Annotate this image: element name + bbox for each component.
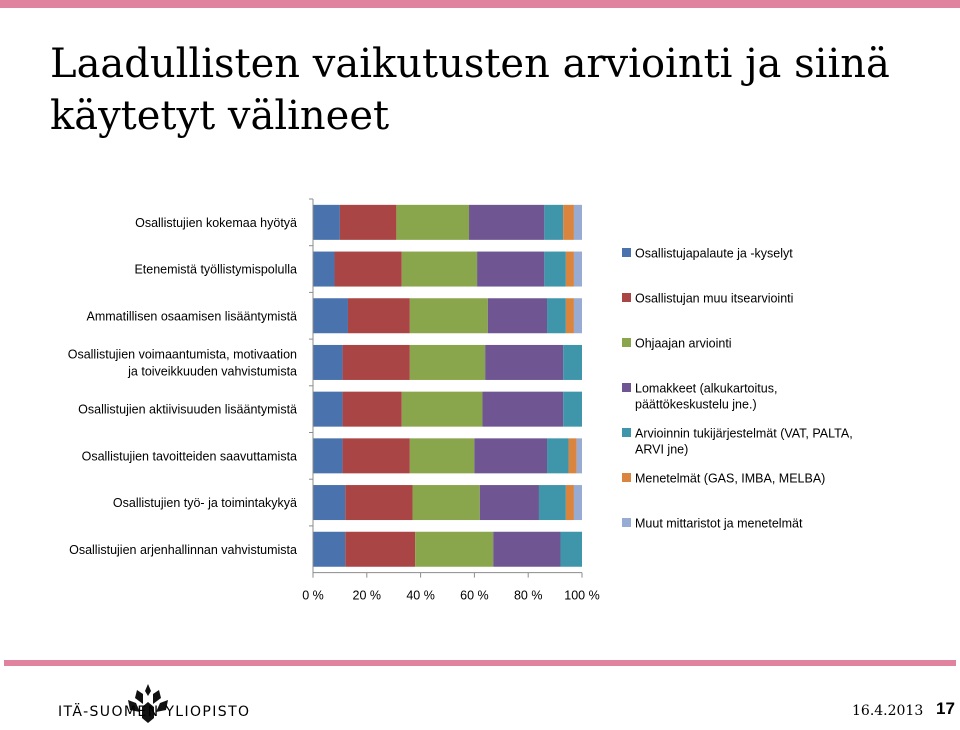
bar-segment-c2-s0 [313, 298, 348, 334]
bar-segment-c1-s3 [477, 251, 545, 287]
bar-segment-c6-s5 [565, 485, 574, 521]
bar-segment-c4-s3 [482, 391, 564, 427]
legend-swatch-4 [622, 428, 631, 437]
bar-segment-c3-s1 [342, 344, 410, 380]
bar-segment-c4-s1 [342, 391, 402, 427]
bar-segment-c0-s1 [339, 204, 397, 240]
legend-swatch-2 [622, 338, 631, 347]
legend-label-3: Lomakkeet (alkukartoitus, päättökeskustel… [635, 382, 777, 412]
x-tick-label-2: 40 % [406, 589, 435, 603]
bar-segment-c4-s0 [313, 391, 343, 427]
bar-segment-c5-s3 [474, 438, 548, 474]
legend-swatch-6 [622, 518, 631, 527]
legend-swatch-0 [622, 248, 631, 257]
page-number: 17 [936, 699, 955, 718]
bar-segment-c2-s1 [347, 298, 410, 334]
x-axis: 0 % 20 % 40 % 60 % 80 % 100 % [302, 198, 600, 603]
bar-segment-c3-s2 [409, 344, 486, 380]
category-label-4: Osallistujien aktiivisuuden lisääntymist… [78, 403, 297, 417]
bar-segment-c2-s2 [409, 298, 488, 334]
bar-segment-c3-s4 [563, 344, 582, 380]
bar-segment-c5-s1 [342, 438, 410, 474]
bar-segment-c1-s5 [565, 251, 574, 287]
slide-title: Laadullisten vaikutusten arviointi ja si… [50, 41, 890, 139]
bar-segment-c1-s1 [334, 251, 402, 287]
bar-segment-c1-s4 [544, 251, 566, 287]
legend-label-1: Osallistujan muu itsearviointi [635, 292, 793, 306]
x-tick-label-3: 60 % [460, 589, 489, 603]
legend: Osallistujapalaute ja -kyselyt Osallistuj… [622, 247, 853, 531]
bar-segment-c5-s5 [568, 438, 577, 474]
category-label-0: Osallistujien kokemaa hyötyä [135, 216, 297, 230]
legend-label-5: Menetelmät (GAS, IMBA, MELBA) [635, 472, 825, 486]
bar-segment-c0-s2 [396, 204, 470, 240]
category-label-5: Osallistujien tavoitteiden saavuttamista [82, 449, 297, 463]
category-label-7: Osallistujien arjenhallinnan vahvistumis… [69, 543, 297, 557]
bar-segment-c6-s0 [313, 485, 346, 521]
top-accent-bar [0, 0, 960, 8]
legend-swatch-5 [622, 473, 631, 482]
bar-segment-c3-s0 [313, 344, 343, 380]
bars-group [313, 204, 582, 567]
bar-segment-c2-s6 [573, 298, 582, 334]
bar-segment-c6-s3 [479, 485, 539, 521]
bar-segment-c3-s3 [485, 344, 564, 380]
bar-segment-c2-s3 [487, 298, 548, 334]
x-tick-label-4: 80 % [514, 589, 543, 603]
category-label-2: Ammatillisen osaamisen lisääntymistä [87, 309, 298, 323]
bar-segment-c4-s4 [563, 391, 582, 427]
bar-segment-c6-s6 [573, 485, 582, 521]
legend-label-2: Ohjaajan arviointi [635, 337, 732, 351]
slide-date: 16.4.2013 [852, 703, 924, 719]
bar-segment-c5-s4 [547, 438, 569, 474]
university-name: ITÄ-SUOMEN YLIOPISTO [58, 704, 251, 720]
university-logo-icon [128, 684, 168, 723]
legend-swatch-3 [622, 383, 631, 392]
category-label-3: Osallistujien voimaantumista, motivaatio… [68, 347, 297, 378]
stacked-bar-chart: Osallistujien kokemaa hyötyä Etenemistä t… [68, 198, 853, 603]
legend-swatch-1 [622, 293, 631, 302]
bar-segment-c1-s2 [401, 251, 478, 287]
bar-segment-c7-s0 [313, 531, 346, 567]
bar-segment-c4-s2 [401, 391, 483, 427]
bar-segment-c0-s0 [313, 204, 340, 240]
bar-segment-c0-s5 [563, 204, 574, 240]
bar-segment-c0-s4 [544, 204, 564, 240]
bar-segment-c5-s2 [409, 438, 475, 474]
bar-segment-c2-s5 [565, 298, 574, 334]
bar-segment-c7-s2 [415, 531, 494, 567]
bar-segment-c6-s2 [412, 485, 480, 521]
legend-label-4: Arvioinnin tukijärjestelmät (VAT, PALTA,… [635, 427, 853, 457]
bar-segment-c1-s0 [313, 251, 335, 287]
category-labels: Osallistujien kokemaa hyötyä Etenemistä t… [68, 216, 297, 557]
bar-segment-c2-s4 [547, 298, 566, 334]
legend-label-0: Osallistujapalaute ja -kyselyt [635, 247, 793, 261]
bar-segment-c5-s0 [313, 438, 343, 474]
category-label-6: Osallistujien työ- ja toimintakykyä [113, 496, 297, 510]
x-tick-label-5: 100 % [564, 589, 599, 603]
bar-segment-c7-s1 [345, 531, 416, 567]
x-tick-label-0: 0 % [302, 589, 324, 603]
bar-segment-c6-s1 [345, 485, 413, 521]
bar-segment-c5-s6 [576, 438, 582, 474]
bar-segment-c0-s6 [573, 204, 582, 240]
bar-segment-c7-s4 [560, 531, 582, 567]
bar-segment-c7-s3 [493, 531, 561, 567]
x-tick-label-1: 20 % [353, 589, 382, 603]
category-label-1: Etenemistä työllistymispolulla [134, 263, 297, 277]
legend-label-6: Muut mittaristot ja menetelmät [635, 517, 803, 531]
bottom-accent-bar [4, 660, 956, 666]
bar-segment-c1-s6 [573, 251, 582, 287]
bar-segment-c0-s3 [469, 204, 545, 240]
bar-segment-c6-s4 [538, 485, 566, 521]
